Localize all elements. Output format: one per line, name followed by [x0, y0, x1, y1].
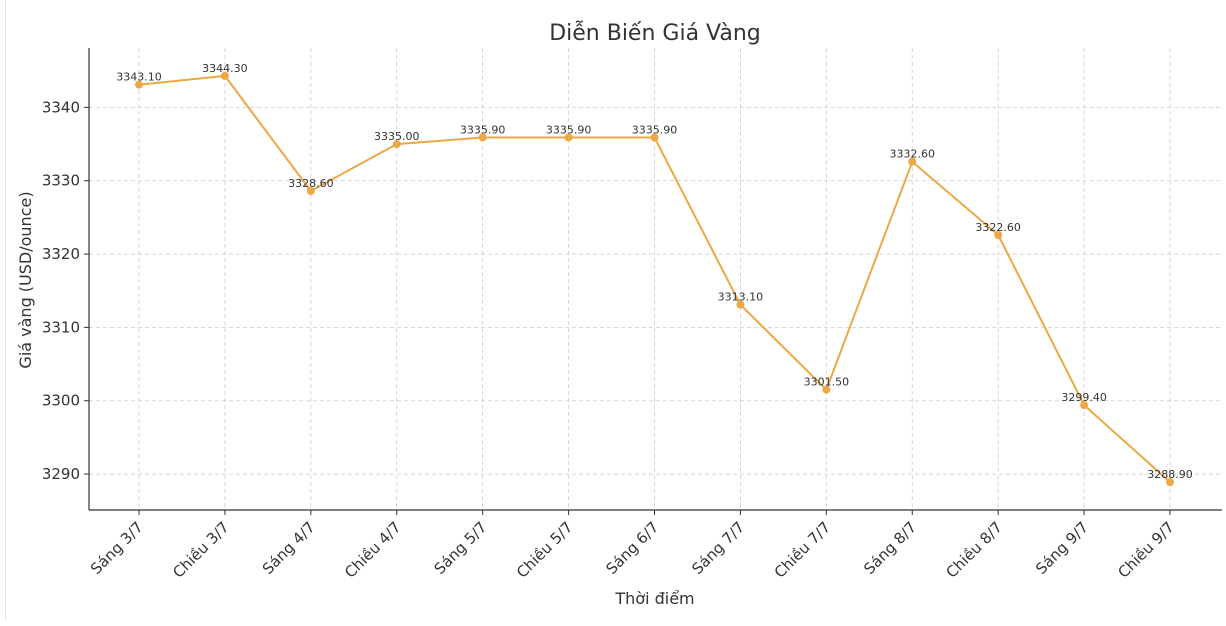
data-point [908, 157, 917, 166]
x-tick-label: Sáng 4/7 [259, 518, 319, 578]
data-labels: 3343.10 3344.30 3328.60 3335.00 3335.90 3335.… [116, 62, 1193, 481]
data-label: 3343.10 [116, 71, 162, 84]
axes [88, 48, 1222, 511]
data-label: 3299.40 [1061, 391, 1107, 404]
data-point [135, 80, 143, 89]
x-axis-title: Thời điểm [614, 589, 694, 608]
data-point [994, 231, 1003, 239]
x-tick-label: Chiều 5/7 [513, 518, 576, 581]
y-tick-label: 3310 [42, 318, 80, 336]
data-point [564, 133, 573, 142]
data-label: 3335.90 [546, 123, 592, 136]
grid [89, 48, 1222, 510]
x-tick-label: Chiều 3/7 [169, 518, 232, 581]
data-label: 3335.90 [460, 123, 506, 136]
data-label: 3301.50 [804, 376, 850, 389]
data-point [1166, 478, 1174, 487]
y-tick-label: 3340 [42, 98, 80, 116]
data-label: 3335.00 [374, 130, 420, 143]
y-ticks: 3290 3300 3310 3320 3330 3340 [42, 98, 89, 483]
x-tick-label: Sáng 8/7 [860, 518, 920, 578]
data-point [1080, 401, 1089, 410]
series [135, 71, 1174, 487]
data-label: 3313.10 [718, 291, 764, 304]
data-point [392, 140, 401, 149]
y-axis-title: Giá vàng (USD/ounce) [16, 191, 35, 368]
data-label: 3328.60 [288, 177, 334, 190]
data-label: 3322.60 [975, 221, 1021, 234]
data-point [736, 300, 745, 309]
y-tick-label: 3330 [42, 172, 80, 190]
data-point [478, 133, 487, 142]
data-label: 3335.90 [632, 123, 678, 136]
data-label: 3288.90 [1147, 468, 1193, 481]
data-point [822, 385, 831, 394]
y-tick-label: 3320 [42, 245, 80, 263]
y-tick-label: 3290 [42, 465, 80, 483]
data-label: 3344.30 [202, 62, 248, 75]
x-tick-label: Chiều 9/7 [1114, 518, 1177, 581]
data-label: 3332.60 [890, 148, 936, 161]
x-tick-label: Chiều 8/7 [942, 518, 1005, 581]
x-tick-label: Sáng 5/7 [431, 518, 491, 578]
data-point [650, 133, 659, 142]
x-tick-label: Sáng 3/7 [87, 518, 147, 578]
frame-edge [5, 0, 6, 622]
data-point [220, 71, 229, 80]
y-tick-label: 3300 [42, 392, 80, 410]
x-tick-label: Chiều 7/7 [771, 518, 834, 581]
data-point [306, 187, 315, 195]
chart-title: Diễn Biến Giá Vàng [549, 20, 761, 46]
x-tick-label: Chiều 4/7 [341, 518, 404, 581]
x-tick-label: Sáng 6/7 [602, 518, 662, 578]
x-tick-label: Sáng 7/7 [688, 518, 748, 578]
x-tick-label: Sáng 9/7 [1032, 518, 1092, 578]
x-ticks: Sáng 3/7 Chiều 3/7 Sáng 4/7 Chiều 4/7 Sáng 5… [87, 510, 1178, 582]
